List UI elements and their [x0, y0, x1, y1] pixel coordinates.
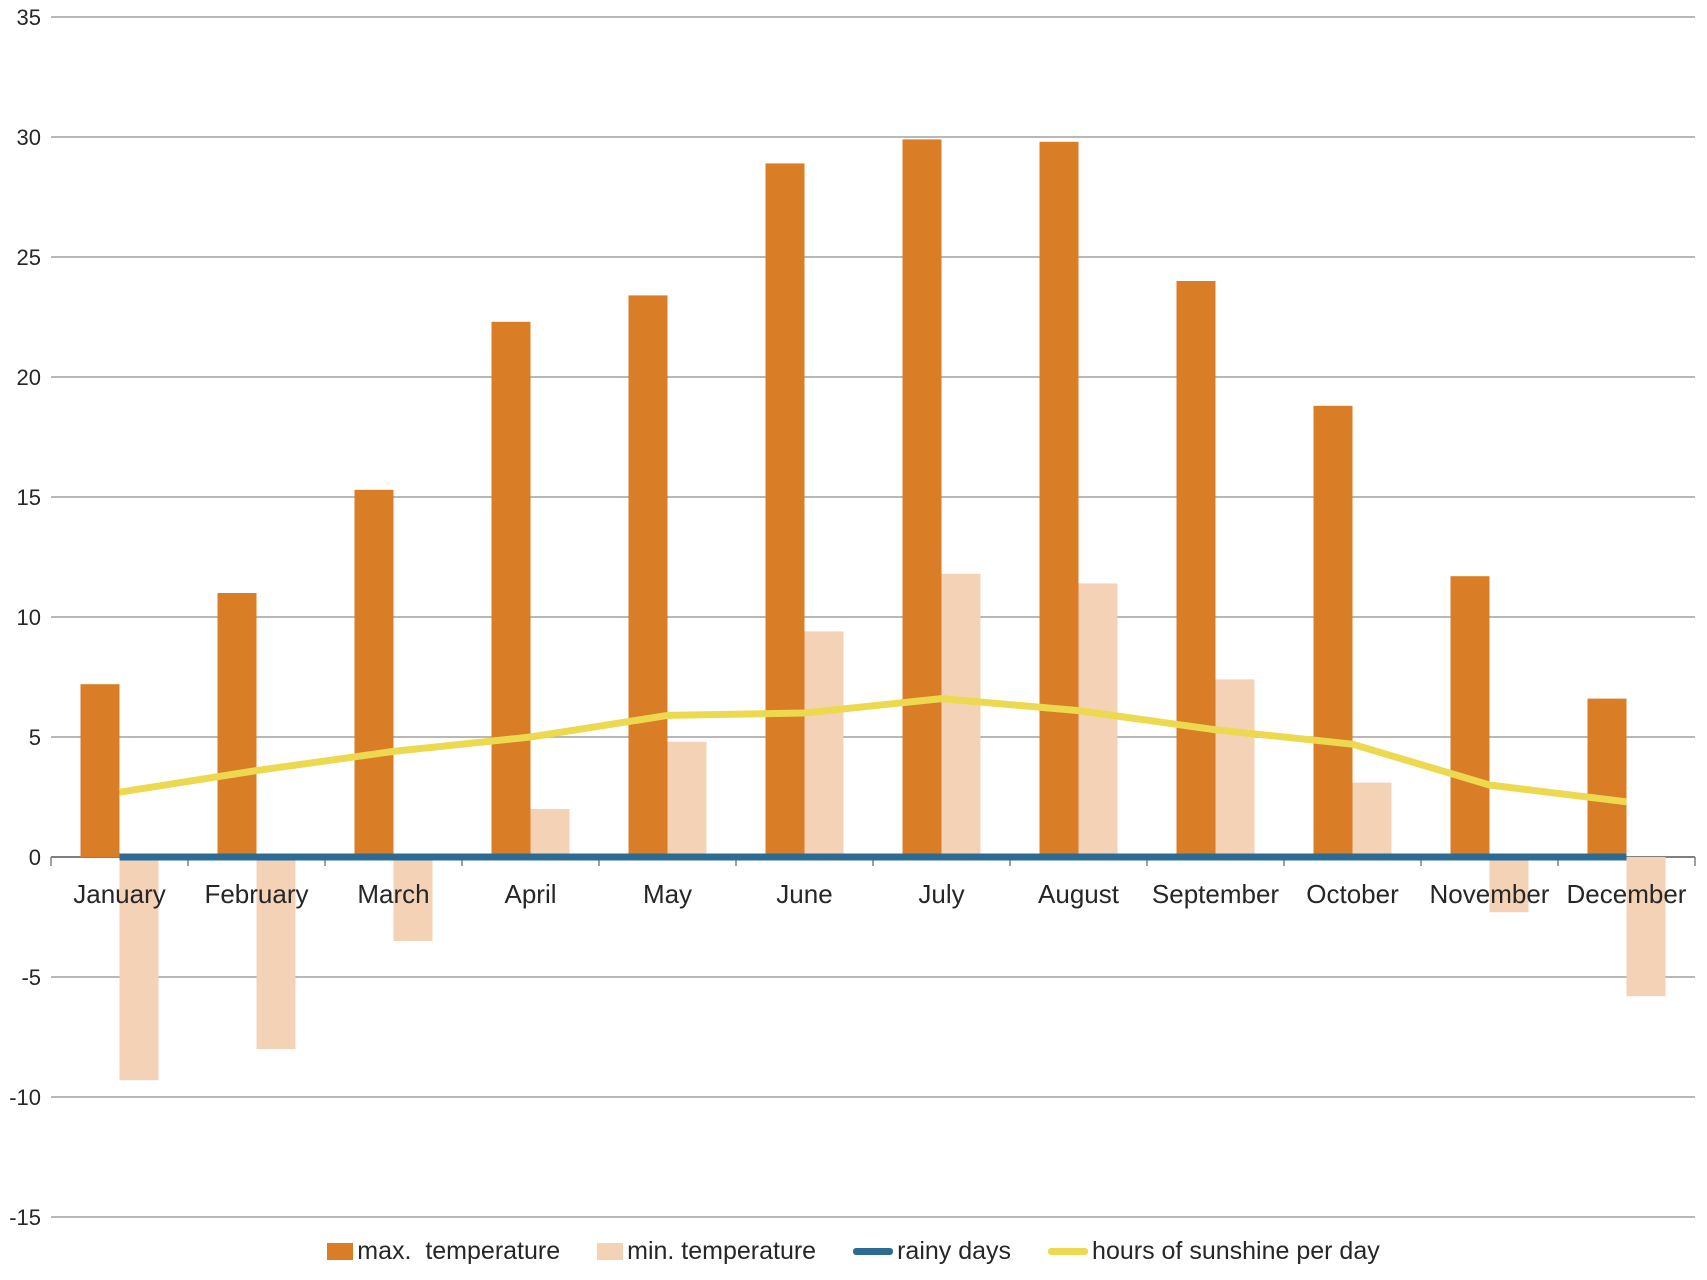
min-temperature-bar: [1078, 583, 1118, 857]
y-axis-tick-label: 30: [17, 125, 41, 150]
max-temperature-bar: [902, 139, 942, 857]
max-temperature-bar: [628, 295, 668, 857]
max-temperature-bar: [1587, 698, 1627, 857]
legend-label: rainy days: [897, 1237, 1012, 1265]
x-axis-category-label: August: [1038, 879, 1120, 909]
max-temperature-bar: [1176, 281, 1216, 857]
max-temperature-swatch: [327, 1242, 354, 1260]
x-axis-category-label: April: [504, 879, 556, 909]
max-temperature-bar: [80, 684, 120, 857]
y-axis-tick-label: 35: [17, 5, 41, 30]
min-temperature-bar: [393, 857, 433, 941]
x-axis-category-label: July: [918, 879, 964, 909]
sunshine-swatch: [1048, 1247, 1089, 1255]
min-temperature-bar: [1626, 857, 1666, 997]
legend-item-min-temperature: min. temperature: [597, 1234, 816, 1268]
x-axis-category-label: January: [73, 879, 166, 909]
min-temperature-bar: [530, 809, 570, 857]
y-axis-tick-label: 15: [17, 485, 41, 510]
y-axis-tick-label: -15: [9, 1205, 41, 1230]
legend-item-hours-of-sunshine: hours of sunshine per day: [1048, 1234, 1380, 1268]
legend: max. temperature min. temperature rainy …: [0, 1234, 1707, 1268]
x-axis-category-label: May: [643, 879, 692, 909]
max-temperature-bar: [491, 321, 531, 857]
x-axis-category-label: October: [1306, 879, 1399, 909]
min-temperature-swatch: [597, 1242, 624, 1260]
y-axis-tick-label: 0: [29, 845, 41, 870]
y-axis-tick-label: 20: [17, 365, 41, 390]
legend-label: min. temperature: [627, 1237, 817, 1265]
min-temperature-bar: [941, 573, 981, 857]
x-axis-category-label: December: [1567, 879, 1687, 909]
min-temperature-bar: [1215, 679, 1255, 857]
max-temperature-bar: [1039, 141, 1079, 858]
max-temperature-bar: [354, 489, 394, 857]
rainy-days-swatch: [853, 1247, 894, 1255]
legend-label: max. temperature: [357, 1237, 561, 1265]
y-axis-tick-label: -10: [9, 1085, 41, 1110]
min-temperature-bar: [667, 741, 707, 857]
x-axis-category-label: June: [776, 879, 832, 909]
x-axis-category-label: November: [1430, 879, 1550, 909]
sunshine-line: [118, 695, 1627, 806]
legend-item-rainy-days: rainy days: [853, 1234, 1011, 1268]
legend-label: hours of sunshine per day: [1092, 1237, 1380, 1265]
y-axis-tick-label: -5: [21, 965, 41, 990]
y-axis-tick-label: 10: [17, 605, 41, 630]
y-axis-tick-label: 25: [17, 245, 41, 270]
x-axis-category-label: March: [357, 879, 429, 909]
min-temperature-bar: [1352, 782, 1392, 857]
y-axis-tick-label: 5: [29, 725, 41, 750]
x-axis-category-label: February: [204, 879, 308, 909]
max-temperature-bar: [1450, 576, 1490, 857]
min-temperature-bar: [119, 857, 159, 1081]
min-temperature-bar: [804, 631, 844, 857]
x-axis-category-label: September: [1152, 879, 1280, 909]
min-temperature-bar: [1489, 857, 1529, 913]
legend-item-max-temperature: max. temperature: [327, 1234, 560, 1268]
max-temperature-bar: [765, 163, 805, 857]
max-temperature-bar: [217, 593, 257, 857]
min-temperature-bar: [256, 857, 296, 1049]
max-temperature-bar: [1313, 405, 1353, 857]
